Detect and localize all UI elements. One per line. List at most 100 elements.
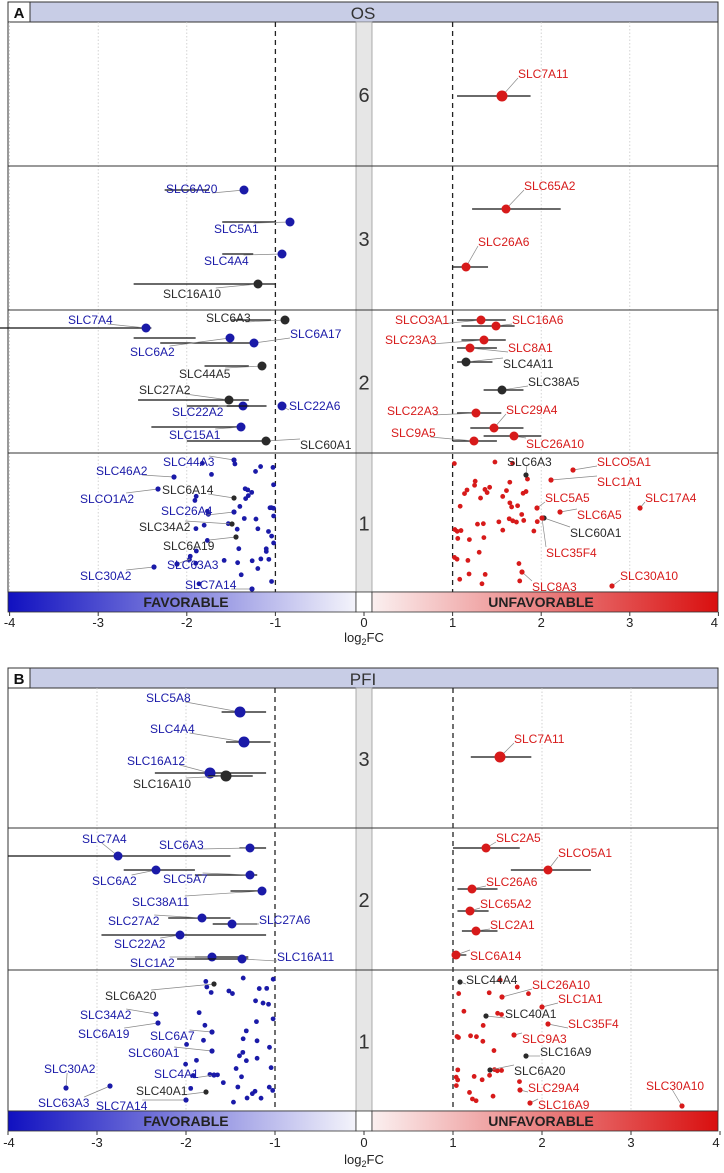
favorable-label: FAVORABLE bbox=[143, 594, 228, 610]
leader-line bbox=[198, 847, 251, 850]
zero-strip bbox=[355, 21, 373, 593]
point-label: SLC26A6 bbox=[486, 875, 538, 889]
data-point bbox=[244, 1095, 250, 1101]
data-point bbox=[266, 556, 272, 562]
data-point bbox=[482, 487, 488, 492]
data-point bbox=[497, 385, 507, 395]
point-label: SLC38A11 bbox=[132, 895, 189, 909]
leader-line bbox=[541, 1002, 559, 1008]
data-point bbox=[521, 518, 527, 523]
data-point bbox=[531, 528, 537, 534]
point-label: SLC27A2 bbox=[108, 914, 160, 928]
data-point bbox=[280, 315, 290, 325]
data-point bbox=[500, 494, 506, 499]
data-point bbox=[467, 884, 477, 894]
leader-line bbox=[543, 517, 571, 528]
point-label: SLC6A3 bbox=[159, 838, 204, 852]
point-label: SLC30A2 bbox=[44, 1062, 96, 1076]
leader-line bbox=[489, 1064, 515, 1071]
data-point bbox=[496, 519, 502, 525]
data-point bbox=[467, 1090, 472, 1095]
data-point bbox=[193, 548, 199, 554]
data-point bbox=[501, 204, 511, 214]
leader-line bbox=[182, 1091, 207, 1096]
data-point bbox=[478, 495, 483, 501]
point-label: SLC40A1 bbox=[136, 1084, 188, 1098]
leader-line bbox=[547, 1023, 569, 1029]
point-label: SLC4A1 bbox=[154, 1067, 199, 1081]
data-point bbox=[506, 516, 512, 522]
point-label: SLC29A4 bbox=[506, 403, 558, 417]
point-label: SLC16A10 bbox=[163, 287, 221, 301]
leader-line bbox=[501, 988, 533, 998]
data-point bbox=[525, 476, 530, 482]
data-point bbox=[480, 521, 486, 527]
point-label: SLC6A7 bbox=[150, 1029, 195, 1043]
x-tick-label: 1 bbox=[449, 1135, 456, 1150]
point-label: SLC16A9 bbox=[540, 1045, 592, 1059]
data-point bbox=[245, 870, 255, 880]
point-label: SLC2A1 bbox=[490, 918, 535, 932]
leader-line bbox=[253, 337, 291, 344]
point-label: SLC6A2 bbox=[130, 345, 175, 359]
leader-line bbox=[241, 958, 278, 962]
data-point bbox=[483, 1013, 489, 1019]
leader-line bbox=[572, 465, 598, 471]
data-point bbox=[249, 1091, 255, 1097]
data-point bbox=[236, 546, 242, 552]
data-point bbox=[266, 529, 271, 534]
data-point bbox=[231, 457, 237, 463]
data-point bbox=[242, 486, 248, 492]
point-label: SLC6A2 bbox=[92, 874, 137, 888]
data-point bbox=[155, 1020, 161, 1026]
data-point bbox=[517, 1079, 522, 1085]
leader-line bbox=[265, 438, 301, 442]
data-point bbox=[193, 493, 199, 499]
data-point bbox=[151, 865, 161, 875]
unfavorable-label: UNFAVORABLE bbox=[488, 1113, 594, 1129]
data-point bbox=[141, 323, 151, 333]
unfavorable-gradient bbox=[371, 591, 719, 613]
point-label: SLC6A14 bbox=[470, 949, 522, 963]
data-point bbox=[497, 977, 503, 983]
data-point bbox=[254, 1038, 260, 1044]
data-point bbox=[480, 1023, 486, 1028]
data-point bbox=[226, 988, 232, 994]
data-point bbox=[190, 1073, 196, 1078]
data-point bbox=[534, 519, 540, 525]
data-point bbox=[209, 471, 214, 477]
legend-gap bbox=[355, 1110, 373, 1132]
data-point bbox=[183, 1061, 188, 1067]
leader-line bbox=[469, 347, 509, 353]
data-point bbox=[277, 249, 287, 259]
point-label: SLC4A4 bbox=[150, 722, 195, 736]
point-label: SLC6A17 bbox=[290, 327, 342, 341]
data-point bbox=[271, 513, 277, 519]
data-point bbox=[491, 321, 501, 331]
point-label: SLCO5A1 bbox=[597, 455, 651, 469]
point-label: SLC5A5 bbox=[545, 491, 590, 505]
x-tick-label: 0 bbox=[360, 1135, 367, 1150]
data-point bbox=[188, 1085, 194, 1091]
leader-line bbox=[207, 511, 235, 516]
data-point bbox=[211, 981, 217, 987]
point-label: SLC15A1 bbox=[169, 428, 221, 442]
data-point bbox=[539, 1004, 545, 1010]
x-tick-label: 4 bbox=[712, 1135, 719, 1150]
data-point bbox=[266, 1001, 271, 1007]
point-label: SLC44A5 bbox=[179, 367, 231, 381]
leader-line bbox=[185, 701, 241, 713]
data-point bbox=[514, 519, 519, 525]
data-point bbox=[151, 564, 157, 570]
data-point bbox=[211, 1072, 217, 1078]
data-point bbox=[473, 1098, 479, 1104]
point-label: SLC6A3 bbox=[206, 311, 251, 325]
point-label: SLC35F4 bbox=[546, 546, 597, 560]
data-point bbox=[487, 1072, 492, 1078]
leader-line bbox=[559, 508, 578, 513]
data-point bbox=[220, 1080, 226, 1086]
data-point bbox=[465, 557, 471, 563]
data-point bbox=[499, 1068, 504, 1073]
data-point bbox=[220, 770, 232, 782]
